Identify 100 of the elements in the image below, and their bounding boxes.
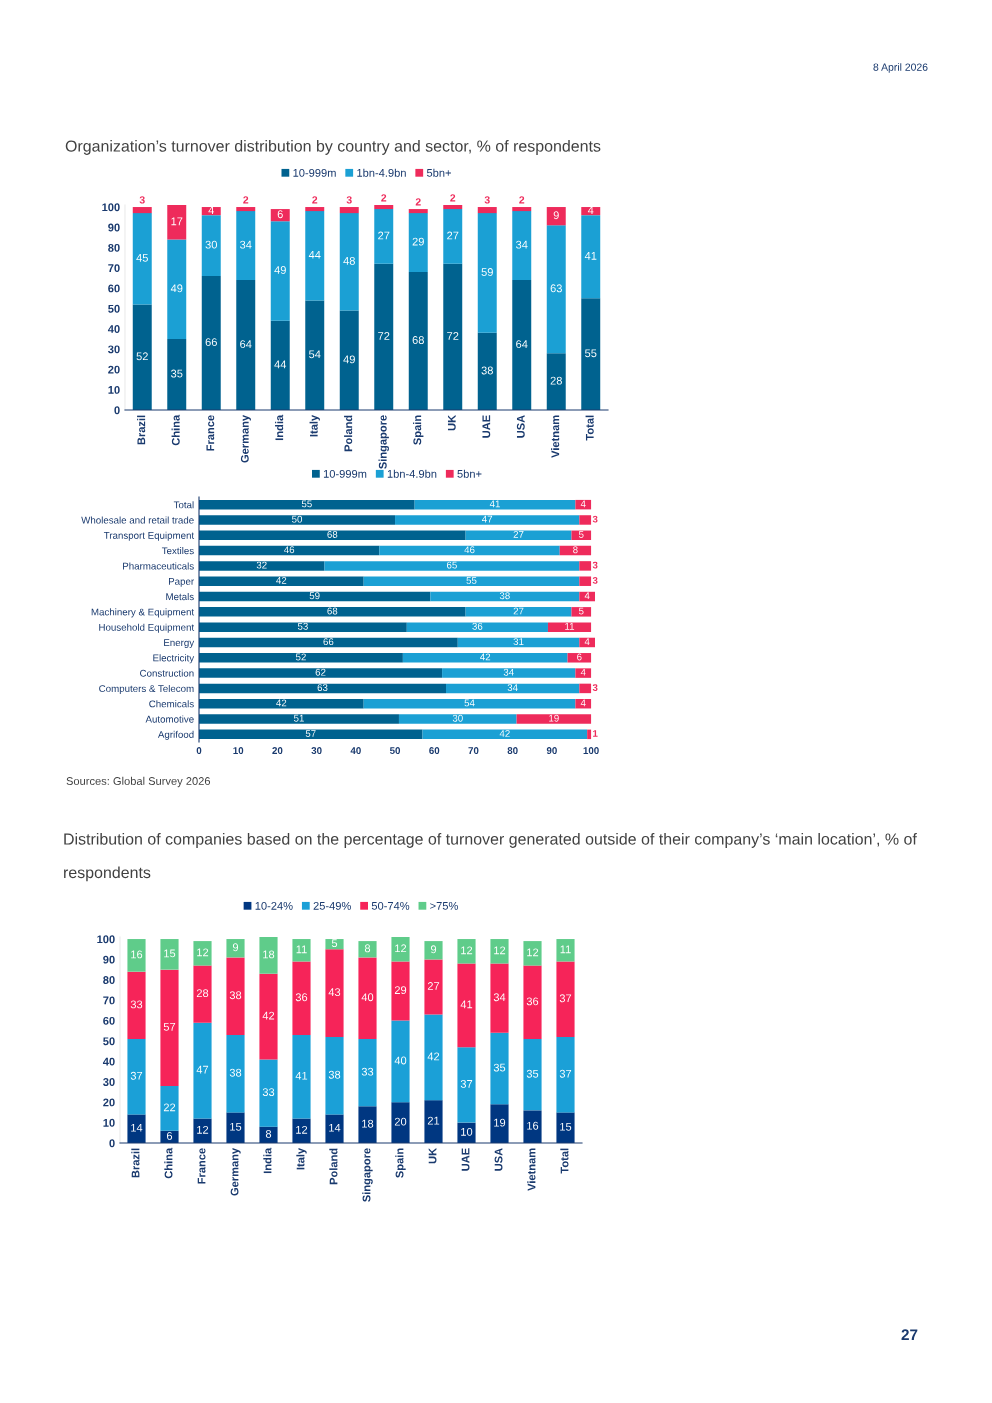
data-label: 4 bbox=[580, 500, 586, 508]
data-label: 8 bbox=[364, 944, 371, 953]
bar bbox=[391, 937, 410, 962]
data-label: 35 bbox=[526, 1069, 539, 1078]
bar bbox=[325, 1036, 344, 1115]
bar bbox=[523, 1110, 542, 1143]
bar bbox=[132, 304, 152, 410]
y-tick-label: 80 bbox=[103, 976, 115, 984]
data-label: 27 bbox=[447, 231, 459, 240]
bar bbox=[325, 1114, 344, 1143]
bar bbox=[199, 668, 443, 678]
x-tick-label: Total bbox=[585, 415, 594, 441]
y-tick-label: 50 bbox=[103, 1037, 115, 1046]
data-label: 40 bbox=[394, 1056, 407, 1065]
y-tick-label: 40 bbox=[107, 325, 120, 333]
data-label: 27 bbox=[513, 531, 524, 538]
bar bbox=[259, 1059, 278, 1127]
data-label: 37 bbox=[559, 994, 572, 1003]
bar bbox=[339, 310, 359, 410]
legend-label: 25-49% bbox=[313, 901, 351, 910]
bar bbox=[402, 653, 568, 663]
data-label: 34 bbox=[239, 240, 252, 249]
data-label: 3 bbox=[139, 196, 145, 204]
bar bbox=[325, 939, 344, 950]
bar bbox=[270, 209, 290, 222]
data-label: 54 bbox=[464, 699, 475, 707]
x-tick-label: Total bbox=[560, 1148, 569, 1174]
bar bbox=[512, 211, 532, 281]
x-tick-label: 0 bbox=[196, 747, 202, 754]
data-label: 44 bbox=[274, 360, 287, 369]
data-label: 29 bbox=[412, 237, 424, 246]
bar bbox=[199, 591, 431, 602]
bar bbox=[167, 239, 187, 339]
bar bbox=[199, 576, 364, 586]
x-tick-label: Singapore bbox=[378, 415, 389, 469]
y-tick-label: 50 bbox=[108, 304, 120, 313]
data-label: 15 bbox=[560, 1122, 572, 1131]
data-label: 38 bbox=[328, 1070, 341, 1079]
y-tick-label: Paper bbox=[168, 578, 194, 587]
data-label: 30 bbox=[452, 714, 463, 722]
bar bbox=[199, 530, 466, 541]
bar bbox=[556, 1112, 575, 1143]
data-label: 59 bbox=[481, 268, 493, 276]
x-tick-label: 40 bbox=[350, 747, 361, 754]
bar bbox=[424, 941, 443, 960]
bar bbox=[430, 591, 580, 602]
y-tick-label: 80 bbox=[108, 243, 120, 252]
source-note: Sources: Global Survey 2026 bbox=[66, 776, 211, 788]
y-tick-label: Construction bbox=[140, 669, 194, 677]
y-tick-label: Machinery & Equipment bbox=[91, 608, 195, 618]
bar bbox=[199, 499, 415, 510]
bar bbox=[127, 1038, 146, 1115]
data-label: 29 bbox=[394, 986, 407, 995]
bar bbox=[587, 729, 592, 740]
bar bbox=[579, 576, 592, 586]
y-tick-label: Wholesale and retail trade bbox=[81, 516, 194, 524]
bar bbox=[424, 1014, 443, 1101]
bar bbox=[292, 1034, 311, 1119]
bar bbox=[305, 207, 325, 212]
bar bbox=[199, 545, 380, 556]
data-label: 43 bbox=[328, 988, 341, 997]
x-tick-label: Italy bbox=[309, 414, 320, 437]
y-tick-label: Agrifood bbox=[157, 730, 194, 740]
data-label: 63 bbox=[550, 284, 562, 293]
data-label: 2 bbox=[243, 196, 249, 204]
data-label: 55 bbox=[301, 500, 312, 508]
data-label: 41 bbox=[489, 500, 500, 508]
data-label: 64 bbox=[240, 340, 252, 349]
bar bbox=[127, 971, 146, 1039]
data-label: 42 bbox=[276, 576, 287, 584]
data-label: 46 bbox=[284, 546, 295, 554]
y-tick-label: 10 bbox=[108, 385, 120, 394]
bar bbox=[546, 225, 566, 354]
bar bbox=[236, 207, 256, 212]
bar bbox=[579, 515, 592, 525]
data-label: 12 bbox=[461, 946, 473, 955]
bar bbox=[414, 499, 576, 510]
data-label: 54 bbox=[309, 350, 321, 359]
legend-label: >75% bbox=[430, 901, 458, 910]
x-tick-label: 60 bbox=[429, 747, 440, 754]
data-label: 49 bbox=[343, 355, 355, 364]
legend-label: 50-74% bbox=[371, 901, 410, 910]
bar bbox=[127, 939, 146, 972]
data-label: 6 bbox=[277, 210, 283, 219]
bar bbox=[443, 205, 463, 210]
bar bbox=[442, 668, 576, 678]
bar bbox=[516, 714, 592, 724]
data-label: 28 bbox=[196, 989, 209, 998]
data-label: 2 bbox=[519, 196, 525, 204]
bar bbox=[457, 939, 476, 964]
legend-label: 5bn+ bbox=[457, 469, 482, 478]
bar bbox=[236, 280, 256, 410]
data-label: 33 bbox=[130, 1000, 143, 1009]
bar bbox=[477, 213, 497, 333]
data-label: 27 bbox=[427, 982, 440, 990]
data-label: 42 bbox=[480, 653, 491, 661]
bar bbox=[579, 683, 592, 694]
bar bbox=[575, 668, 592, 678]
bar bbox=[512, 280, 532, 410]
bar bbox=[324, 561, 580, 571]
